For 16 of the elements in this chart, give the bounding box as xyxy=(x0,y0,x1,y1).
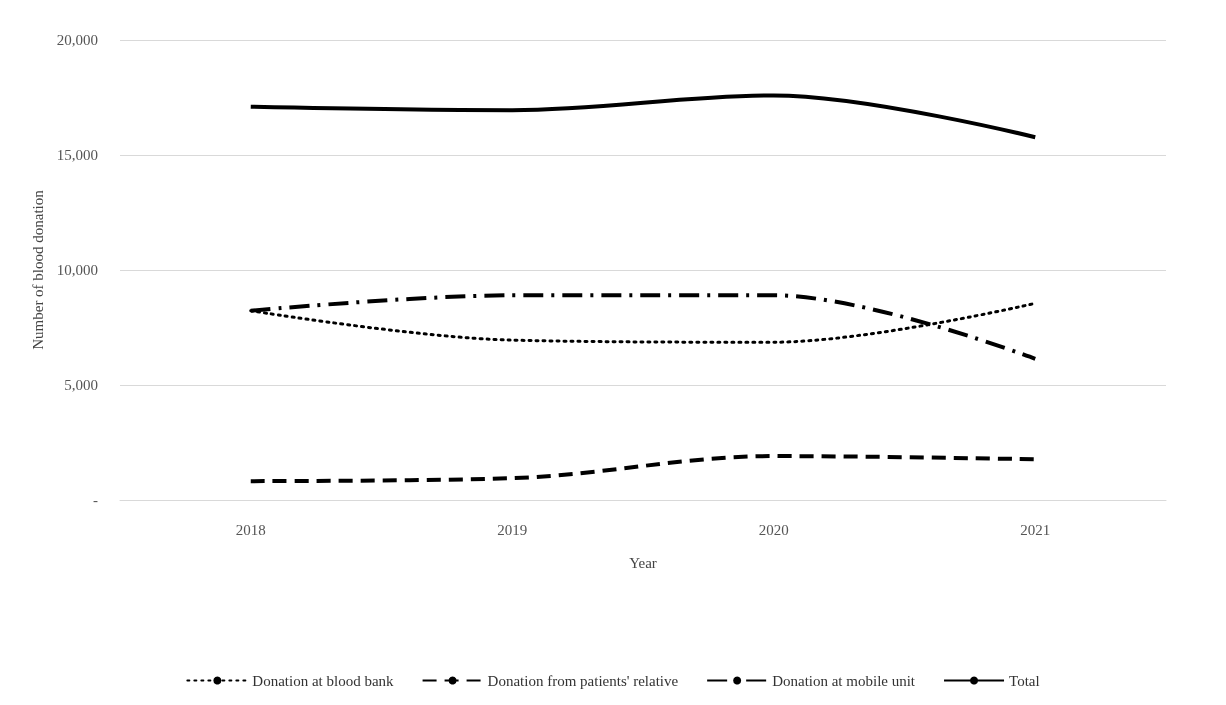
y-tick-label: 20,000 xyxy=(56,32,98,48)
y-tick-label: - xyxy=(93,492,98,508)
legend-label: Donation at blood bank xyxy=(252,672,395,689)
y-tick-label: 15,000 xyxy=(56,147,98,163)
x-tick-label: 2020 xyxy=(758,521,789,538)
y-tick-label: 5,000 xyxy=(64,377,98,393)
line-series xyxy=(248,93,1038,140)
y-tick-label: 10,000 xyxy=(56,262,98,278)
y-axis-title: Number of blood donation xyxy=(30,189,47,350)
legend-label: Donation at mobile unit xyxy=(772,672,916,689)
legend-label: Donation from patients' relative xyxy=(487,672,679,689)
x-tick-label: 2021 xyxy=(1020,521,1051,538)
x-tick-label: 2019 xyxy=(497,521,528,538)
x-tick-label: 2018 xyxy=(235,521,266,538)
legend-label: Total xyxy=(1009,672,1040,689)
x-axis-title: Year xyxy=(629,554,657,571)
